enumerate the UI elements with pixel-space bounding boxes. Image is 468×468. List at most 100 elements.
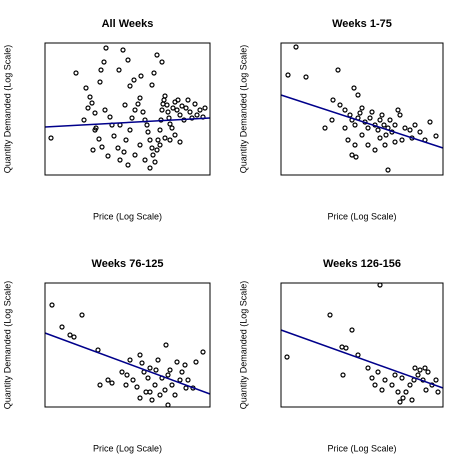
point — [284, 354, 290, 360]
point — [407, 127, 413, 133]
point — [140, 109, 146, 115]
point — [150, 152, 156, 158]
point — [293, 44, 299, 50]
point — [375, 127, 381, 133]
point — [357, 110, 363, 116]
point — [342, 107, 348, 113]
point — [355, 92, 361, 98]
point — [153, 367, 159, 373]
point — [157, 142, 163, 148]
panel: Weeks 126-156 Price (Log Scale) Quantity D… — [238, 258, 444, 453]
point — [422, 365, 428, 371]
point — [285, 72, 291, 78]
point — [92, 110, 98, 116]
x-axis-label: Price (Log Scale) — [93, 443, 162, 453]
point — [154, 147, 160, 153]
point — [155, 357, 161, 363]
point — [427, 119, 433, 125]
point — [345, 137, 351, 143]
point — [303, 74, 309, 80]
point — [85, 105, 91, 111]
point — [157, 392, 163, 398]
point — [99, 144, 105, 150]
point — [340, 372, 346, 378]
point — [342, 125, 348, 131]
point — [147, 365, 153, 371]
point — [152, 159, 158, 165]
point — [117, 157, 123, 163]
point — [415, 372, 421, 378]
point — [165, 372, 171, 378]
point — [392, 122, 398, 128]
point — [162, 93, 168, 99]
point — [192, 101, 198, 107]
point — [129, 115, 135, 121]
point — [98, 67, 104, 73]
point — [367, 115, 373, 121]
point — [145, 129, 151, 135]
point — [329, 117, 335, 123]
point — [372, 147, 378, 153]
point — [377, 282, 383, 288]
point — [322, 125, 328, 131]
point — [127, 357, 133, 363]
point — [335, 67, 341, 73]
point — [145, 375, 151, 381]
point — [162, 135, 168, 141]
point — [174, 359, 180, 365]
point — [103, 45, 109, 51]
point — [166, 115, 172, 121]
point — [97, 382, 103, 388]
point — [137, 142, 143, 148]
point — [200, 349, 206, 355]
point — [189, 115, 195, 121]
point — [359, 105, 365, 111]
x-axis-label: Price (Log Scale) — [327, 211, 396, 221]
point — [167, 121, 173, 127]
point — [202, 105, 208, 111]
point — [397, 112, 403, 118]
y-axis-label: Quantity Demanded (Log Scale) — [2, 45, 12, 174]
point — [71, 334, 77, 340]
point — [327, 312, 333, 318]
point — [149, 397, 155, 403]
plot-frame — [44, 42, 211, 176]
point — [197, 107, 203, 113]
point — [353, 154, 359, 160]
point — [157, 127, 163, 133]
point — [138, 73, 144, 79]
point — [87, 94, 93, 100]
point — [187, 109, 193, 115]
point — [132, 152, 138, 158]
point — [185, 97, 191, 103]
point — [425, 369, 431, 375]
panel-title: Weeks 76-125 — [92, 258, 164, 270]
point — [352, 142, 358, 148]
y-axis-label: Quantity Demanded (Log Scale) — [238, 281, 248, 410]
panel-title: Weeks 1-75 — [332, 18, 392, 30]
point — [177, 112, 183, 118]
point — [73, 70, 79, 76]
point — [59, 324, 65, 330]
point — [164, 102, 170, 108]
point — [383, 132, 389, 138]
point — [120, 47, 126, 53]
point — [377, 117, 383, 123]
point — [122, 102, 128, 108]
y-axis-label: Quantity Demanded (Log Scale) — [238, 45, 248, 174]
plot-frame — [44, 282, 211, 408]
point — [162, 387, 168, 393]
point — [407, 382, 413, 388]
point — [435, 389, 441, 395]
point — [127, 83, 133, 89]
point — [165, 402, 171, 408]
panel-title: All Weeks — [102, 18, 154, 30]
point — [130, 377, 136, 383]
point — [79, 312, 85, 318]
x-axis-label: Price (Log Scale) — [93, 211, 162, 221]
plot-frame — [280, 42, 444, 176]
point — [116, 67, 122, 73]
point — [89, 100, 95, 106]
point — [101, 59, 107, 65]
point — [365, 142, 371, 148]
